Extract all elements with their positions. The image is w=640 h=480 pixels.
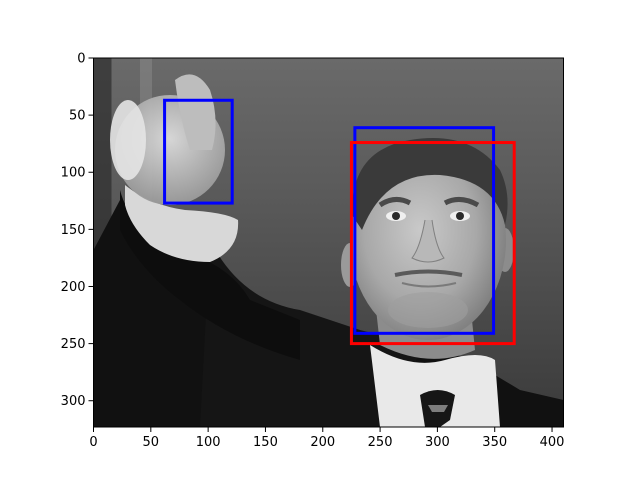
bounding-box-3 xyxy=(349,141,516,346)
x-tick-label: 250 xyxy=(368,435,393,450)
x-tick-label: 100 xyxy=(196,435,221,450)
y-tick-label: 50 xyxy=(69,109,86,124)
x-tick-label: 200 xyxy=(310,435,335,450)
y-tick-label: 300 xyxy=(61,394,86,409)
x-tick-label: 50 xyxy=(143,435,160,450)
x-tick-label: 350 xyxy=(482,435,507,450)
bounding-box-2 xyxy=(353,126,496,335)
y-tick-label: 0 xyxy=(77,52,85,67)
y-tick-label: 150 xyxy=(61,223,86,238)
bounding-boxes xyxy=(163,98,516,346)
photo xyxy=(93,58,564,427)
y-tick-label: 100 xyxy=(61,166,86,181)
x-tick-label: 0 xyxy=(89,435,97,450)
x-tick-label: 300 xyxy=(425,435,450,450)
x-tick-label: 150 xyxy=(253,435,278,450)
y-axis: 0 50 100 150 200 250 300 xyxy=(61,52,94,409)
x-tick-label: 400 xyxy=(540,435,565,450)
y-tick-label: 250 xyxy=(61,337,86,352)
x-axis: 0 50 100 150 200 250 300 350 400 xyxy=(89,427,564,450)
axes-frame xyxy=(93,57,564,428)
bounding-box-1 xyxy=(163,98,234,205)
y-tick-label: 200 xyxy=(61,280,86,295)
